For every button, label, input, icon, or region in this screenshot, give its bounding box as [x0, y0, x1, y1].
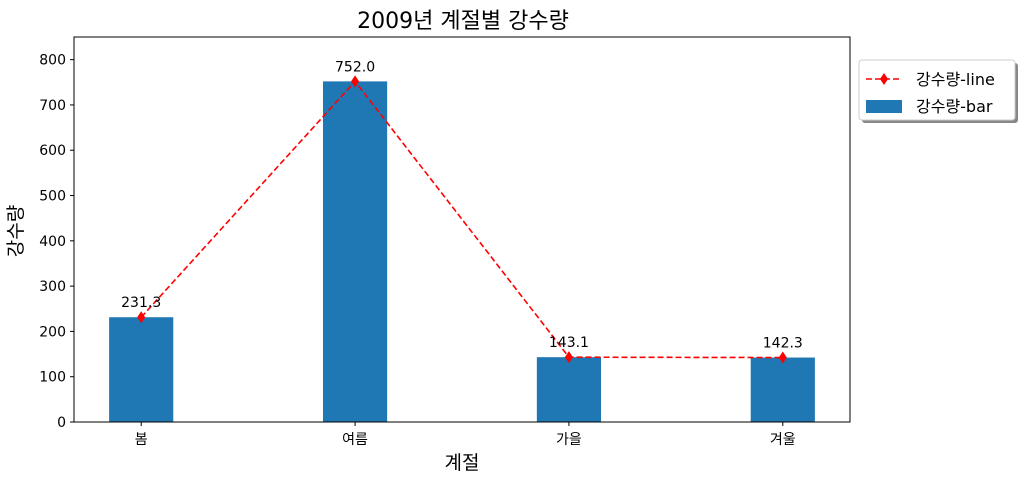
y-tick-label: 300: [39, 279, 66, 295]
plot-frame: [73, 36, 851, 423]
data-label: 752.0: [335, 59, 375, 75]
y-tick-label: 700: [39, 98, 66, 114]
bar: [322, 81, 388, 422]
y-tick-label: 200: [39, 324, 66, 340]
y-tick-label: 800: [39, 53, 66, 69]
data-label: 143.1: [549, 335, 589, 351]
chart-title: 2009년 계절별 강수량: [357, 9, 569, 34]
series-line: [140, 80, 783, 359]
y-tick-label: 500: [39, 189, 66, 205]
x-axis-title: 계절: [445, 452, 480, 474]
line-marker: [778, 351, 787, 364]
plot-area: 0 100 200 300 400 500 600 700 800 봄 여름 가을 겨울 231.3 752…: [39, 53, 815, 448]
data-label: 142.3: [763, 336, 803, 352]
bar: [536, 357, 602, 422]
line-marker: [137, 311, 146, 324]
y-tick-label: 400: [39, 234, 66, 250]
y-tick-label: 600: [39, 143, 66, 159]
legend: 강수량-line 강수량-bar: [858, 59, 1018, 123]
bar: [109, 317, 174, 422]
x-tick-label: 가을: [556, 432, 582, 448]
x-tick-label: 여름: [342, 432, 368, 448]
legend-label-bar: 강수량-bar: [916, 97, 993, 116]
line-marker: [351, 75, 360, 88]
bar: [750, 357, 815, 422]
line-marker: [564, 351, 573, 364]
legend-diamond-marker: [880, 73, 888, 85]
legend-bar-swatch: [866, 100, 902, 113]
legend-label-line: 강수량-line: [916, 70, 995, 89]
x-tick-label: 겨울: [770, 432, 796, 448]
y-axis-title: 강수량: [5, 205, 27, 257]
y-tick-label: 0: [57, 415, 66, 431]
x-tick-label: 봄: [135, 432, 148, 448]
data-label: 231.3: [121, 295, 161, 311]
y-tick-label: 100: [39, 370, 66, 386]
